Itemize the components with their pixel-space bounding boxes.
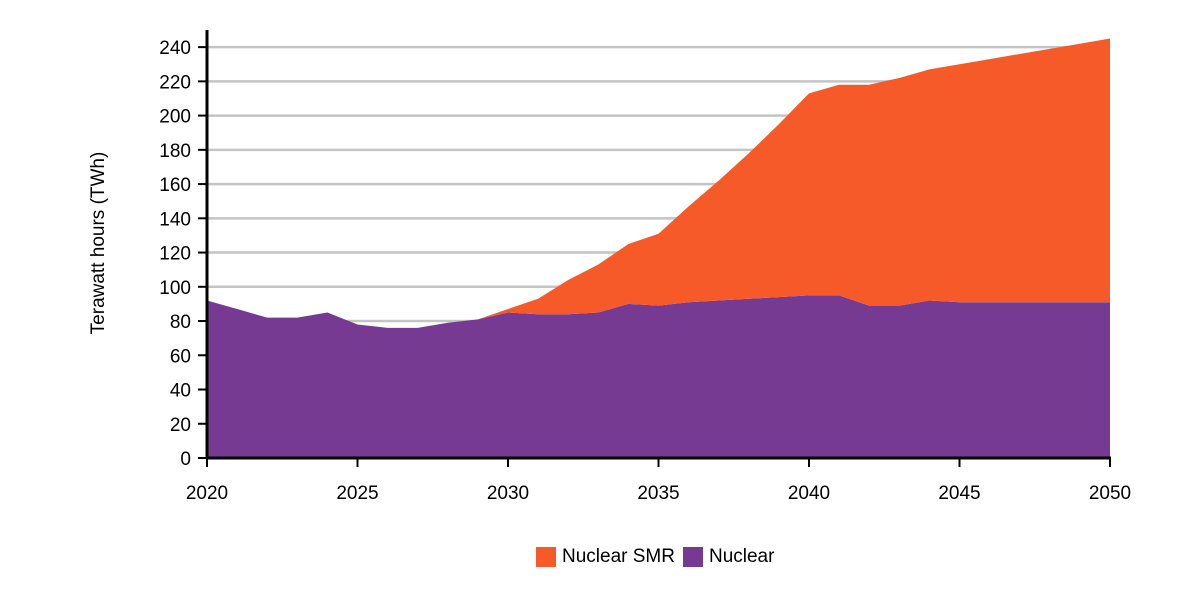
- legend-label-nuclear: Nuclear: [708, 546, 775, 567]
- x-tick-label-2045: 2045: [938, 483, 980, 504]
- y-tick-label-180: 180: [159, 141, 191, 162]
- y-tick-label-200: 200: [159, 107, 191, 128]
- y-axis-title: Terawatt hours (TWh): [88, 152, 109, 335]
- y-tick-label-20: 20: [170, 415, 191, 436]
- y-tick-label-100: 100: [159, 278, 191, 299]
- y-tick-label-40: 40: [170, 381, 191, 402]
- x-tick-label-2020: 2020: [186, 483, 228, 504]
- x-tick-label-2025: 2025: [336, 483, 378, 504]
- legend-label-nuclear-smr: Nuclear SMR: [562, 546, 675, 567]
- legend-item-nuclear-smr: Nuclear SMR: [536, 546, 675, 568]
- legend-swatch-nuclear-smr: [536, 547, 556, 567]
- y-tick-label-80: 80: [170, 312, 191, 333]
- x-tick-label-2040: 2040: [788, 483, 830, 504]
- area-series: [207, 38, 1110, 458]
- area-nuclear-smr: [207, 38, 1110, 328]
- y-tick-label-240: 240: [159, 38, 191, 59]
- y-tick-label-120: 120: [159, 244, 191, 265]
- x-tick-label-2030: 2030: [487, 483, 529, 504]
- legend: Nuclear SMR Nuclear: [536, 546, 782, 568]
- y-tick-label-0: 0: [180, 449, 191, 470]
- area-nuclear: [207, 295, 1110, 458]
- y-tick-label-140: 140: [159, 209, 191, 230]
- x-tick-label-2050: 2050: [1089, 483, 1131, 504]
- x-tick-label-2035: 2035: [637, 483, 679, 504]
- legend-item-nuclear: Nuclear: [682, 546, 775, 568]
- y-tick-label-220: 220: [159, 72, 191, 93]
- y-tick-label-160: 160: [159, 175, 191, 196]
- y-tick-label-60: 60: [170, 346, 191, 367]
- legend-swatch-nuclear: [682, 547, 703, 567]
